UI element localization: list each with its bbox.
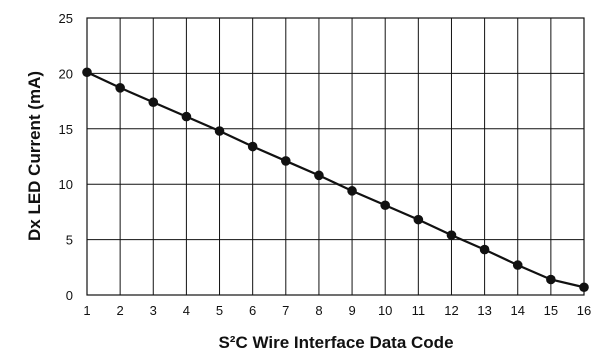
- y-tick-label: 5: [66, 233, 73, 248]
- y-tick-label: 0: [66, 288, 73, 303]
- x-axis-ticks: 1 2 3 4 5 6 7 8 9 10 11 12 13 14 15 16: [83, 303, 591, 318]
- data-point: [446, 230, 457, 240]
- y-axis-ticks: 0 5 10 15 20 25: [59, 11, 73, 303]
- x-tick-label: 11: [412, 303, 426, 318]
- x-tick-label: 9: [348, 303, 355, 318]
- data-point: [247, 141, 258, 152]
- x-tick-label: 6: [249, 303, 256, 318]
- x-tick-label: 3: [150, 303, 157, 318]
- x-tick-label: 2: [117, 303, 124, 318]
- y-tick-label: 20: [59, 66, 73, 81]
- data-point: [512, 260, 523, 270]
- data-point: [546, 274, 556, 285]
- x-tick-label: 4: [183, 303, 190, 318]
- data-point: [82, 67, 92, 78]
- series-line: [86, 71, 585, 289]
- data-point: [115, 83, 125, 93]
- data-point: [347, 186, 357, 196]
- plot-frame: [86, 17, 585, 296]
- x-tick-label: 1: [83, 303, 90, 318]
- x-tick-label: 14: [510, 303, 524, 318]
- x-tick-label: 12: [444, 303, 458, 318]
- data-point: [148, 97, 159, 108]
- data-point: [479, 244, 490, 255]
- y-tick-label: 15: [59, 122, 73, 137]
- x-axis-title: S²C Wire Interface Data Code: [218, 333, 453, 352]
- x-tick-label: 5: [216, 303, 223, 318]
- data-point: [413, 214, 424, 225]
- data-point: [579, 282, 589, 293]
- x-tick-label: 13: [477, 303, 491, 318]
- plot-border: [86, 17, 585, 296]
- y-tick-label: 25: [59, 11, 73, 26]
- data-point: [380, 200, 391, 211]
- data-point: [281, 156, 291, 166]
- data-series: [82, 67, 589, 293]
- grid-lines: [86, 17, 585, 296]
- x-tick-label: 16: [577, 303, 591, 318]
- data-point: [314, 170, 324, 181]
- y-tick-label: 10: [59, 177, 73, 192]
- data-point: [214, 126, 225, 136]
- x-tick-label: 7: [282, 303, 289, 318]
- data-point: [181, 111, 192, 122]
- y-axis-title: Dx LED Current (mA): [25, 71, 44, 241]
- x-tick-label: 15: [544, 303, 558, 318]
- x-tick-label: 10: [378, 303, 392, 318]
- x-tick-label: 8: [315, 303, 322, 318]
